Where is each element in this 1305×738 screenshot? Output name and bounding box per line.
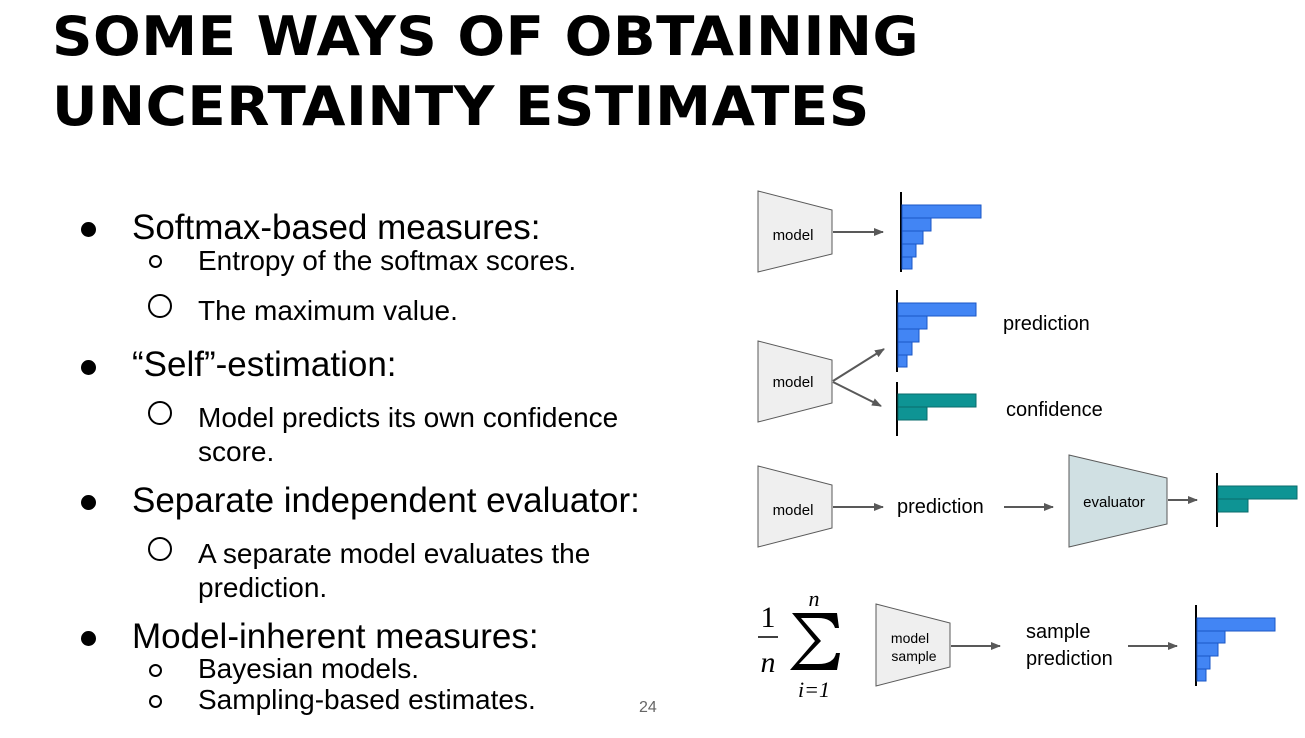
softmax-histogram	[901, 204, 982, 270]
arrow	[832, 381, 882, 407]
sample-histogram	[1196, 617, 1276, 682]
model-label: model	[773, 227, 814, 244]
histogram-bar	[1196, 668, 1207, 682]
histogram-bar	[897, 406, 928, 421]
histogram-bar	[897, 328, 920, 343]
histogram-bar	[897, 302, 977, 317]
confidence-histogram	[897, 393, 977, 421]
model-sample-label-line2: sample	[891, 648, 936, 664]
evaluator-trapezoid	[1068, 454, 1168, 548]
model-label: model	[773, 502, 814, 519]
histogram-bar	[901, 204, 982, 219]
model-trapezoid	[757, 340, 833, 423]
model-trapezoid	[757, 465, 833, 548]
sampling-formula: 1 n n i=1	[758, 586, 840, 702]
formula-lower-limit: i=1	[798, 677, 830, 702]
bullet-dot	[81, 495, 96, 510]
sub-bullet-circle	[148, 537, 172, 561]
histogram-bar	[901, 217, 932, 232]
sub-bullet-circle	[148, 401, 172, 425]
diagram-row-softmax: model	[757, 190, 982, 273]
evaluator-label: evaluator	[1083, 494, 1145, 511]
histogram-bar	[1196, 617, 1276, 632]
histogram-bar	[1217, 485, 1298, 500]
formula-denominator: n	[761, 646, 776, 679]
sub-bullet-circle	[149, 255, 162, 268]
histogram-bar	[1217, 498, 1249, 513]
arrow	[832, 348, 885, 382]
confidence-label: confidence	[1006, 399, 1103, 421]
diagram-row-evaluator: model prediction evaluator	[757, 454, 1298, 548]
evaluator-confidence-histogram	[1217, 485, 1298, 513]
sub-bullet-maximum: The maximum value.	[198, 295, 458, 326]
slide-title: SOME WAYS OF OBTAINING UNCERTAINTY ESTIM…	[52, 2, 988, 142]
prediction-histogram	[897, 302, 977, 368]
slide-title-line-2: UNCERTAINTY ESTIMATES	[52, 75, 870, 138]
histogram-bar	[1196, 642, 1219, 657]
diagram-row-self-estimation: model prediction confidence	[757, 290, 1103, 436]
histogram-bar	[897, 354, 908, 368]
diagram-row-sampling: 1 n n i=1 model sample sample prediction	[758, 586, 1276, 702]
sub-bullet-own-confidence: Model predicts its own confidence	[198, 402, 619, 433]
sub-bullet-circle	[149, 695, 162, 708]
sample-prediction-label-line1: sample	[1026, 621, 1090, 643]
model-label: model	[773, 374, 814, 391]
bullet-dot	[81, 631, 96, 646]
histogram-bar	[901, 230, 924, 245]
bullet-separate-evaluator: Separate independent evaluator:	[132, 481, 640, 520]
sub-bullet-own-confidence-cont: score.	[198, 436, 275, 467]
slide-title-line-1: SOME WAYS OF OBTAINING	[52, 5, 920, 68]
histogram-bar	[1196, 630, 1226, 644]
bullet-dot	[81, 360, 96, 375]
sub-bullet-circle	[149, 664, 162, 677]
bullet-self-estimation: “Self”-estimation:	[132, 345, 397, 384]
model-sample-trapezoid	[875, 603, 951, 687]
sub-bullet-sampling: Sampling-based estimates.	[198, 684, 536, 715]
bullet-softmax: Softmax-based measures:	[132, 208, 541, 247]
prediction-label: prediction	[1003, 313, 1090, 335]
sub-bullet-evaluates: A separate model evaluates the	[198, 538, 591, 569]
bullet-dot	[81, 222, 96, 237]
prediction-label: prediction	[897, 496, 984, 518]
model-sample-label-line1: model	[891, 630, 929, 646]
model-trapezoid	[757, 190, 833, 273]
sub-bullet-circle	[148, 294, 172, 318]
page-number: 24	[639, 699, 657, 716]
histogram-bar	[901, 256, 913, 270]
formula-numerator: 1	[761, 601, 776, 634]
bullet-model-inherent: Model-inherent measures:	[132, 617, 539, 656]
sub-bullet-bayesian: Bayesian models.	[198, 653, 420, 684]
histogram-bar	[1196, 655, 1211, 670]
histogram-bar	[897, 341, 913, 356]
sample-prediction-label-line2: prediction	[1026, 648, 1113, 670]
sub-bullet-entropy: Entropy of the softmax scores.	[198, 245, 577, 276]
sub-bullet-evaluates-cont: prediction.	[198, 572, 328, 603]
sigma-symbol	[790, 613, 840, 670]
formula-upper-limit: n	[809, 586, 820, 611]
histogram-bar	[901, 243, 917, 258]
histogram-bar	[897, 393, 977, 408]
histogram-bar	[897, 315, 928, 330]
